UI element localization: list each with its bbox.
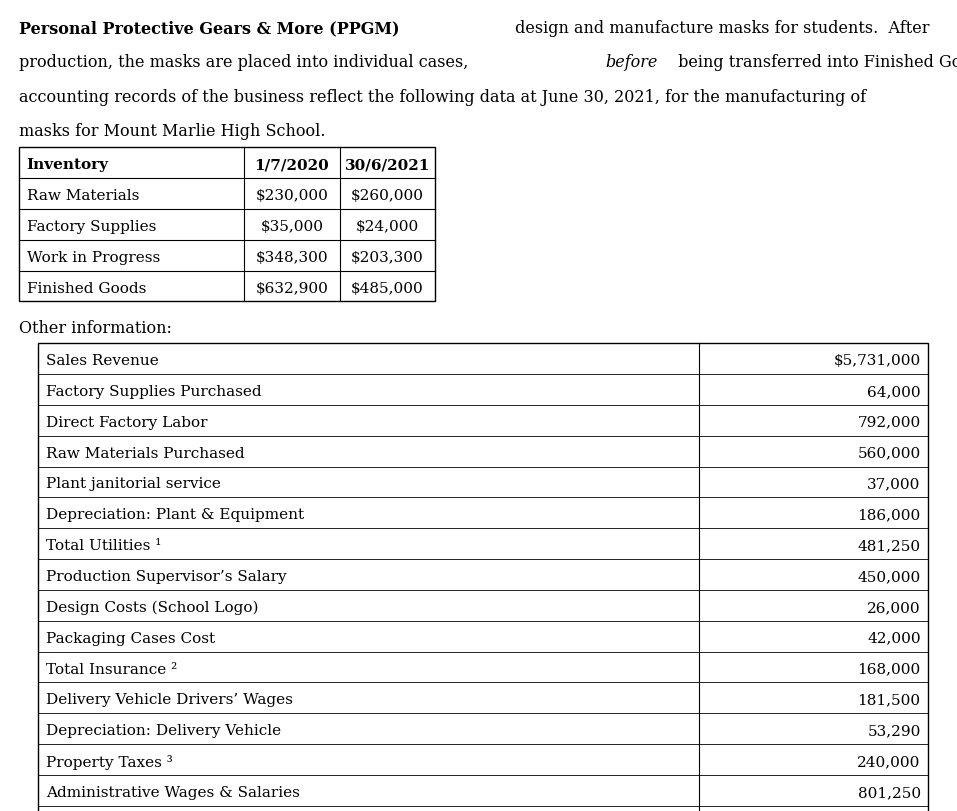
Text: Direct Factory Labor: Direct Factory Labor <box>46 415 208 429</box>
Text: Work in Progress: Work in Progress <box>27 251 160 264</box>
Text: Raw Materials: Raw Materials <box>27 189 139 203</box>
Text: Personal Protective Gears & More (PPGM): Personal Protective Gears & More (PPGM) <box>19 20 400 37</box>
Text: Depreciation: Delivery Vehicle: Depreciation: Delivery Vehicle <box>46 723 281 737</box>
Text: 481,250: 481,250 <box>857 539 921 552</box>
Text: 240,000: 240,000 <box>857 754 921 768</box>
Text: 26,000: 26,000 <box>867 600 921 614</box>
Text: 801,250: 801,250 <box>857 785 921 799</box>
Text: 30/6/2021: 30/6/2021 <box>345 158 431 172</box>
Text: design and manufacture masks for students.  After: design and manufacture masks for student… <box>510 20 929 37</box>
Text: $35,000: $35,000 <box>260 220 323 234</box>
Text: production, the masks are placed into individual cases,: production, the masks are placed into in… <box>19 54 474 71</box>
Text: Factory Supplies: Factory Supplies <box>27 220 156 234</box>
Text: Sales Revenue: Sales Revenue <box>46 354 159 367</box>
Text: Total Utilities ¹: Total Utilities ¹ <box>46 539 162 552</box>
Text: Administrative Wages & Salaries: Administrative Wages & Salaries <box>46 785 300 799</box>
Text: $260,000: $260,000 <box>351 189 424 203</box>
Text: $5,731,000: $5,731,000 <box>834 354 921 367</box>
Text: $485,000: $485,000 <box>351 281 424 295</box>
Text: $24,000: $24,000 <box>356 220 419 234</box>
Text: Production Supervisor’s Salary: Production Supervisor’s Salary <box>46 569 286 583</box>
Text: 560,000: 560,000 <box>857 446 921 460</box>
Text: Other information:: Other information: <box>19 319 172 336</box>
Text: $632,900: $632,900 <box>256 281 328 295</box>
Text: Plant janitorial service: Plant janitorial service <box>46 477 221 491</box>
Text: 53,290: 53,290 <box>867 723 921 737</box>
Text: 792,000: 792,000 <box>857 415 921 429</box>
Text: Inventory: Inventory <box>27 158 109 172</box>
Text: Factory Supplies Purchased: Factory Supplies Purchased <box>46 384 261 398</box>
Text: accounting records of the business reflect the following data at June 30, 2021, : accounting records of the business refle… <box>19 88 866 105</box>
Text: 181,500: 181,500 <box>857 693 921 706</box>
Text: Finished Goods: Finished Goods <box>27 281 146 295</box>
Text: $348,300: $348,300 <box>256 251 328 264</box>
Text: $203,300: $203,300 <box>351 251 424 264</box>
Text: 168,000: 168,000 <box>857 662 921 676</box>
Text: Design Costs (School Logo): Design Costs (School Logo) <box>46 600 258 615</box>
Text: 37,000: 37,000 <box>867 477 921 491</box>
Bar <box>38 344 928 811</box>
Text: before: before <box>606 54 658 71</box>
Bar <box>19 148 435 303</box>
Text: Packaging Cases Cost: Packaging Cases Cost <box>46 631 215 645</box>
Text: Delivery Vehicle Drivers’ Wages: Delivery Vehicle Drivers’ Wages <box>46 693 293 706</box>
Text: 42,000: 42,000 <box>867 631 921 645</box>
Text: being transferred into Finished Goods. The: being transferred into Finished Goods. T… <box>673 54 957 71</box>
Text: masks for Mount Marlie High School.: masks for Mount Marlie High School. <box>19 122 325 139</box>
Text: Total Insurance ²: Total Insurance ² <box>46 662 177 676</box>
Text: Raw Materials Purchased: Raw Materials Purchased <box>46 446 245 460</box>
Text: Property Taxes ³: Property Taxes ³ <box>46 753 172 769</box>
Text: 64,000: 64,000 <box>867 384 921 398</box>
Text: 186,000: 186,000 <box>857 508 921 521</box>
Text: $230,000: $230,000 <box>256 189 328 203</box>
Text: 450,000: 450,000 <box>857 569 921 583</box>
Text: 1/7/2020: 1/7/2020 <box>255 158 329 172</box>
Text: Depreciation: Plant & Equipment: Depreciation: Plant & Equipment <box>46 508 304 521</box>
